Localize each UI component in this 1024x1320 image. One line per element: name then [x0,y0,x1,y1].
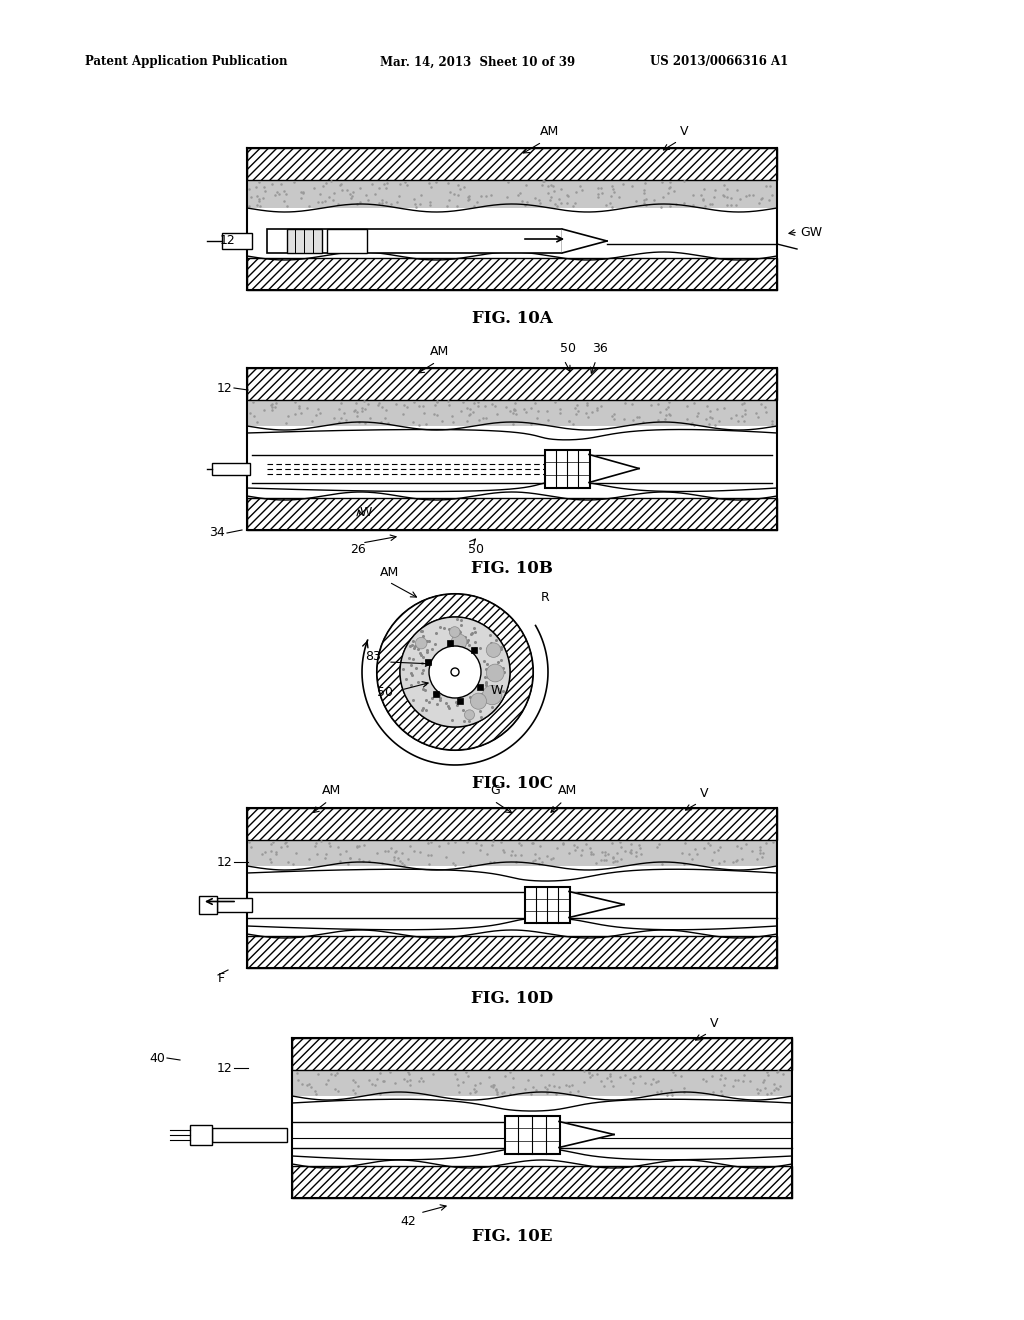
Bar [247,936,777,968]
Bar [457,697,463,704]
Bar [247,840,777,866]
Text: 12: 12 [216,381,232,395]
Bar [247,808,777,840]
Text: G: G [490,784,500,797]
Text: AM: AM [380,566,399,579]
Bar [545,450,590,487]
Bar [247,257,777,290]
Text: 12: 12 [216,1061,232,1074]
Text: 12: 12 [219,234,234,247]
Text: FIG. 10A: FIG. 10A [472,310,552,327]
Circle shape [486,664,504,682]
Circle shape [486,643,501,657]
Text: V: V [700,787,709,800]
Text: Mar. 14, 2013  Sheet 10 of 39: Mar. 14, 2013 Sheet 10 of 39 [380,55,575,69]
Text: AM: AM [430,345,450,358]
Bar [212,462,250,474]
Bar [247,148,777,180]
Polygon shape [562,228,607,253]
Text: 26: 26 [350,543,366,556]
Bar [292,1166,792,1199]
Text: FIG. 10D: FIG. 10D [471,990,553,1007]
Bar [190,1125,212,1144]
Bar [212,1127,287,1142]
Bar [287,228,322,253]
Circle shape [450,627,460,638]
Text: GW: GW [800,226,822,239]
Circle shape [470,693,486,709]
Text: W: W [490,684,504,697]
Text: 50: 50 [377,685,393,698]
Circle shape [377,594,534,750]
Bar [327,228,367,253]
Bar [446,640,453,647]
Text: 50: 50 [468,543,484,556]
Bar [247,368,777,400]
Bar [247,498,777,531]
Circle shape [416,638,427,649]
Bar [267,228,562,253]
Bar [425,659,431,665]
Text: 34: 34 [209,527,225,540]
Bar [292,1071,792,1096]
Bar [477,684,483,689]
Bar [199,895,217,913]
Circle shape [400,616,510,727]
Text: 36: 36 [592,342,608,355]
Polygon shape [589,454,639,483]
Circle shape [429,645,481,698]
Text: FIG. 10C: FIG. 10C [471,775,553,792]
Text: AM: AM [322,784,341,797]
Polygon shape [569,891,624,917]
Text: FIG. 10E: FIG. 10E [472,1228,552,1245]
Text: 12: 12 [216,855,232,869]
Text: AM: AM [558,784,578,797]
Circle shape [482,685,502,705]
Text: V: V [710,1016,719,1030]
Text: W: W [360,507,373,520]
Text: Patent Application Publication: Patent Application Publication [85,55,288,69]
Text: 42: 42 [400,1214,416,1228]
Bar [505,1115,560,1154]
Bar [292,1096,792,1166]
Text: 50: 50 [560,342,575,355]
Bar [217,898,252,912]
Polygon shape [559,1122,614,1147]
Bar [222,234,252,249]
Circle shape [452,634,467,649]
Circle shape [451,668,459,676]
Bar [247,400,777,426]
Text: F: F [218,972,225,985]
Text: AM: AM [540,125,559,139]
Bar [471,647,476,653]
Text: US 2013/0066316 A1: US 2013/0066316 A1 [650,55,788,69]
Bar [433,692,439,697]
Bar [247,180,777,209]
Bar [247,866,777,936]
Text: V: V [680,125,688,139]
Bar [247,209,777,257]
Text: R: R [541,591,550,605]
Bar [292,1038,792,1071]
Circle shape [465,710,474,719]
Text: 83: 83 [365,651,381,664]
Text: FIG. 10B: FIG. 10B [471,560,553,577]
Bar [525,887,570,923]
Text: 40: 40 [150,1052,165,1064]
Bar [247,426,777,498]
